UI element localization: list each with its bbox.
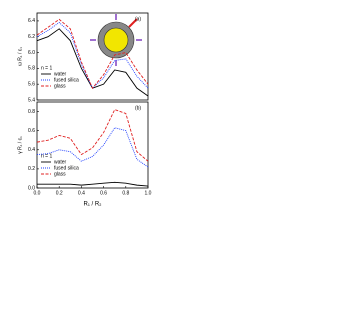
legend-label: fused silica [54,77,79,83]
plot-frame [36,101,149,189]
y-tick-label: 0.4 [28,147,35,153]
line-series [37,181,149,187]
y-tick-label: 6.2 [28,34,35,40]
line-series [36,109,149,162]
legend-label: water [54,159,67,165]
y-tick-label: 5.6 [28,82,35,88]
panel-label: (b) [135,105,141,111]
legend-label: glass [54,83,66,89]
legend-label: water [54,71,67,77]
arrow [128,18,138,28]
y-tick-label: 0.6 [28,128,35,134]
y-tick-label: 5.4 [28,97,35,103]
y-tick-label: 6.4 [28,18,35,24]
y-tick-label: 6.0 [28,50,35,56]
x-tick-label: 0.8 [122,190,129,196]
x-tick-label: 0.4 [78,190,85,196]
legend-note: n = 1 [41,153,52,159]
x-tick-label: 0.0 [34,190,41,196]
x-axis-title: R₁ / R₂ [83,202,102,208]
y-tick-label: 5.8 [28,66,35,72]
legend-label: glass [54,171,66,177]
x-tick-label: 0.2 [56,190,63,196]
y-tick-label: 0.8 [28,109,35,115]
legend-note: n = 1 [41,65,52,71]
y-tick-label: 0.0 [28,185,35,191]
x-tick-label: 0.6 [100,190,107,196]
core [103,27,129,53]
plot-frame [36,12,149,101]
line-series [36,127,149,168]
y-tick-label: 0.2 [28,166,35,172]
inset-diagram [90,14,142,66]
x-tick-label: 1.0 [145,190,152,196]
line-series [36,18,149,89]
legend-label: fused silica [54,165,79,171]
y-axis-title: γ R₁ / c₁ [17,136,23,154]
panel-label: (a) [135,16,141,22]
y-axis-title: ω R₁ / c₁ [17,47,23,66]
